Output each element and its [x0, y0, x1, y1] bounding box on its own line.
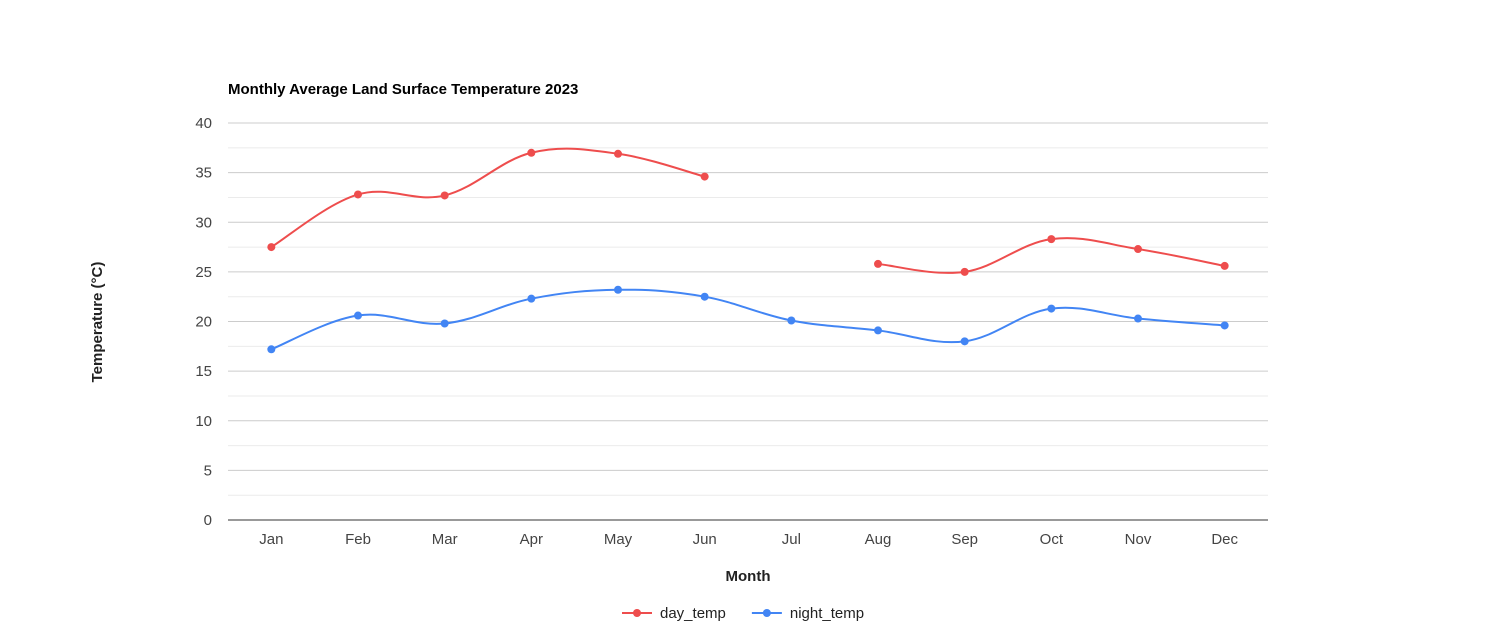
- data-point-night_temp[interactable]: [1134, 314, 1142, 323]
- x-tick-label: Jul: [782, 531, 801, 548]
- x-tick-label: Feb: [345, 531, 371, 548]
- legend-label: day_temp: [660, 605, 726, 622]
- data-point-night_temp[interactable]: [874, 326, 882, 335]
- data-point-day_temp[interactable]: [440, 191, 449, 200]
- data-point-day_temp[interactable]: [700, 172, 709, 181]
- y-tick-label: 10: [195, 413, 212, 430]
- y-tick-label: 35: [195, 165, 212, 182]
- legend-swatch-dot: [633, 609, 641, 617]
- x-tick-label: Mar: [432, 531, 458, 548]
- data-point-day_temp[interactable]: [1047, 235, 1056, 244]
- series-line-day_temp: [877, 237, 1225, 274]
- data-point-day_temp[interactable]: [267, 243, 276, 252]
- series-line-night_temp: [270, 288, 1225, 351]
- y-tick-label: 30: [195, 214, 212, 231]
- series-night_temp: [267, 285, 1229, 354]
- data-point-day_temp[interactable]: [874, 259, 882, 268]
- x-tick-label: Dec: [1211, 531, 1238, 548]
- x-tick-label: Jun: [693, 531, 717, 548]
- x-tick-label: Sep: [951, 531, 978, 548]
- data-point-day_temp[interactable]: [527, 148, 536, 157]
- series-day_temp: [267, 147, 1229, 276]
- legend-item-day_temp[interactable]: day_temp: [622, 605, 726, 622]
- series-group: [267, 147, 1229, 354]
- y-tick-label: 25: [195, 264, 212, 281]
- y-tick-label: 5: [204, 462, 212, 479]
- data-point-night_temp[interactable]: [354, 311, 362, 320]
- x-tick-label: Jan: [259, 531, 283, 548]
- data-point-night_temp[interactable]: [700, 292, 709, 301]
- data-point-night_temp[interactable]: [527, 294, 536, 303]
- data-point-night_temp[interactable]: [960, 337, 969, 346]
- y-tick-label: 0: [204, 512, 212, 529]
- legend: day_temp night_temp: [622, 605, 864, 622]
- y-tick-label: 40: [195, 115, 212, 132]
- chart-title: Monthly Average Land Surface Temperature…: [228, 81, 578, 98]
- y-tick-label: 20: [195, 314, 212, 331]
- data-point-day_temp[interactable]: [614, 149, 622, 158]
- gridlines: [228, 122, 1268, 496]
- data-point-night_temp[interactable]: [1220, 321, 1229, 330]
- data-point-day_temp[interactable]: [1134, 245, 1142, 254]
- y-tick-label: 15: [195, 363, 212, 380]
- data-point-night_temp[interactable]: [440, 319, 449, 328]
- data-point-day_temp[interactable]: [354, 190, 362, 199]
- x-axis-title: Month: [726, 568, 771, 585]
- data-point-night_temp[interactable]: [267, 345, 276, 354]
- legend-label: night_temp: [790, 605, 864, 622]
- x-tick-label: Nov: [1125, 531, 1152, 548]
- x-tick-label: Aug: [865, 531, 892, 548]
- data-point-night_temp[interactable]: [1047, 304, 1056, 313]
- data-point-night_temp[interactable]: [614, 285, 622, 294]
- y-axis-title: Temperature (°C): [89, 262, 106, 383]
- series-line-day_temp: [270, 147, 705, 248]
- legend-swatch-dot: [762, 609, 771, 617]
- data-point-night_temp[interactable]: [787, 316, 796, 325]
- data-point-day_temp[interactable]: [960, 267, 969, 276]
- x-axis-ticks: Jan Feb Mar Apr May Jun Jul Aug Sep Oct Nov Dec: [259, 531, 1238, 548]
- data-point-day_temp[interactable]: [1220, 261, 1229, 270]
- x-tick-label: May: [604, 531, 633, 548]
- x-tick-label: Oct: [1040, 531, 1064, 548]
- x-tick-label: Apr: [520, 531, 543, 548]
- y-axis-ticks: 0 5 10 15 20 25 30 35 40: [195, 115, 212, 529]
- legend-item-night_temp[interactable]: night_temp: [751, 605, 864, 622]
